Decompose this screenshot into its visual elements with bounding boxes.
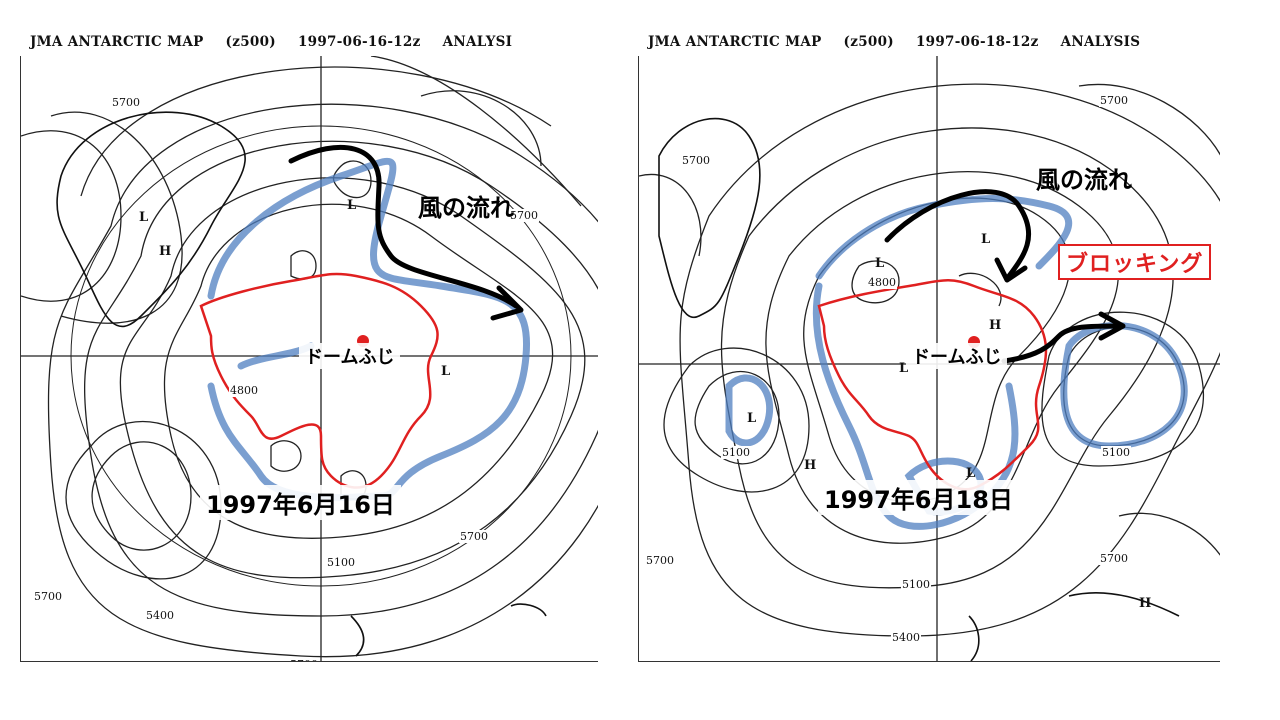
map-level: (z500) [225,34,276,50]
high-pressure-mark: H [1139,596,1152,611]
map-header: JMA ANTARCTIC MAP (z500) 1997-06-16-12z … [30,34,598,50]
map-datetime: 1997-06-18-12z [915,34,1039,50]
low-pressure-mark: L [441,364,451,379]
contour-map-svg [639,56,1220,661]
contour-label: 5100 [326,556,356,569]
map-level: (z500) [843,34,894,50]
map-title: JMA ANTARCTIC MAP [648,34,822,50]
low-pressure-mark: L [747,411,757,426]
blocking-flow-arrow [1001,311,1126,364]
wind-flow-label: 風の流れ [1036,166,1132,194]
contour-label: 5700 [111,96,141,109]
contour-label: 5700 [509,209,539,222]
wind-flow-arrow [884,189,1031,283]
map-title: JMA ANTARCTIC MAP [30,34,204,50]
antarctica-outline [817,278,1048,491]
map-type: ANALYSIS [1060,34,1141,50]
low-pressure-mark: L [899,361,909,376]
map-type: ANALYSI [442,34,513,50]
low-pressure-mark: L [966,466,976,481]
contour-label: 5700 [289,658,319,661]
wind-flow-label: 風の流れ [418,194,514,222]
antarctica-outline [199,272,439,489]
contour-label: 5700 [681,154,711,167]
low-pressure-mark: L [139,210,149,225]
contour-label: 5700 [1099,94,1129,107]
contour-label: 5100 [1101,446,1131,459]
high-pressure-mark: H [989,318,1002,333]
map-date-label: 1997年6月16日 [200,485,401,520]
wind-flow-arrow [288,144,524,321]
map-header: JMA ANTARCTIC MAP (z500) 1997-06-18-12z … [648,34,1220,50]
map-date-label: 1997年6月18日 [818,480,1019,515]
high-pressure-mark: H [804,458,817,473]
contour-label: 4800 [229,384,259,397]
contour-label: 5700 [33,590,63,603]
low-pressure-mark: L [875,256,885,271]
high-pressure-mark: H [159,244,172,259]
contour-label: 5700 [1099,552,1129,565]
contour-label: 5400 [891,631,921,644]
station-label-dome-fuji: ドームふじ [299,343,401,369]
contour-label: 5700 [645,554,675,567]
map-area: 5700 5700 5100 5100 5100 5700 5400 5700 … [638,56,1220,662]
contour-label: 5700 [459,530,489,543]
map-panel-1997-06-16: JMA ANTARCTIC MAP (z500) 1997-06-16-12z … [20,30,598,662]
station-label-dome-fuji: ドームふじ [906,343,1008,369]
contour-label: 4800 [867,276,897,289]
contour-label: 5400 [145,609,175,622]
contour-label: 5100 [721,446,751,459]
low-pressure-mark: L [347,198,357,213]
map-datetime: 1997-06-16-12z [297,34,421,50]
blocking-label: ブロッキング [1058,244,1212,280]
contour-label: 5100 [901,578,931,591]
low-pressure-mark: L [981,232,991,247]
map-panel-1997-06-18: JMA ANTARCTIC MAP (z500) 1997-06-18-12z … [638,30,1220,662]
